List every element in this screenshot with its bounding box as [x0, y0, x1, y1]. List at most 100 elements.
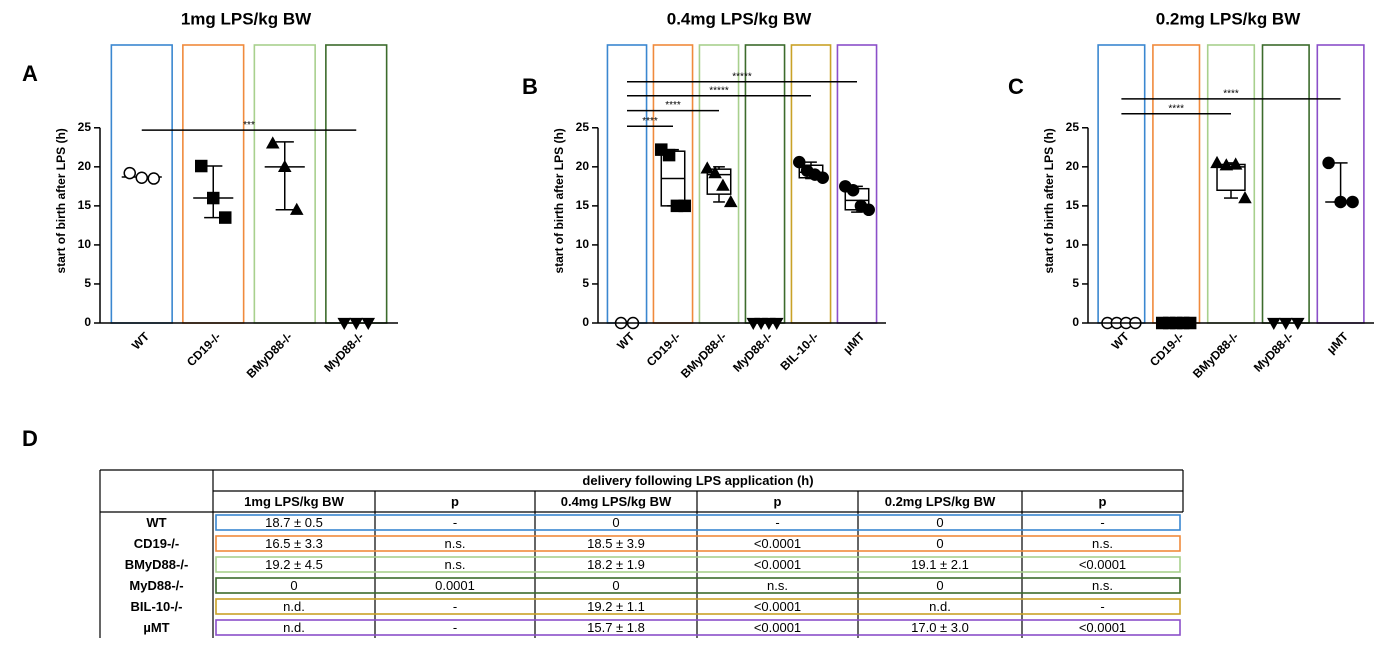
point: [662, 148, 676, 162]
point: [1210, 155, 1224, 169]
point: [195, 159, 208, 173]
table-cell: n.s.: [767, 578, 788, 593]
y-tick-label: 5: [582, 276, 589, 290]
table-cell: 19.2 ± 1.1: [587, 599, 645, 614]
y-tick-label: 20: [78, 159, 92, 173]
table-cell: 0: [612, 578, 619, 593]
panel-label: A: [22, 61, 38, 86]
row-label: BIL-10-/-: [131, 599, 183, 614]
table-cell: 19.2 ± 4.5: [265, 557, 323, 572]
table-cell: n.d.: [283, 620, 305, 635]
point: [265, 136, 280, 149]
x-tick-label: WT: [614, 329, 638, 353]
y-tick-label: 25: [1066, 120, 1080, 134]
point: [816, 171, 829, 185]
x-tick-label: BIL-10-/-: [778, 329, 822, 373]
table-cell: 0: [290, 578, 297, 593]
table-cell: -: [453, 599, 457, 614]
point: [147, 172, 160, 185]
table-cell: 18.7 ± 0.5: [265, 515, 323, 530]
point: [716, 178, 730, 191]
significance-label: *****: [709, 85, 729, 96]
chart-title: 0.4mg LPS/kg BW: [667, 9, 812, 28]
table-cell: n.s.: [445, 536, 466, 551]
x-tick-label: MyD88-/-: [730, 329, 775, 374]
column-header: 1mg LPS/kg BW: [244, 494, 344, 509]
point: [1238, 191, 1252, 204]
point: [700, 161, 715, 174]
y-tick-label: 25: [78, 120, 92, 134]
table-cell: 16.5 ± 3.3: [265, 536, 323, 551]
table-cell: 15.7 ± 1.8: [587, 620, 645, 635]
point: [289, 202, 304, 215]
y-tick-label: 25: [576, 120, 590, 134]
y-tick-label: 15: [1066, 198, 1080, 212]
group-frame: [1261, 44, 1310, 324]
column-header: p: [451, 494, 459, 509]
table-title: delivery following LPS application (h): [582, 473, 813, 488]
group-frame: [1097, 44, 1146, 324]
y-axis-label: start of birth after LPS (h): [1042, 128, 1056, 273]
point: [793, 155, 806, 169]
point: [1228, 157, 1243, 170]
table-cell: 18.5 ± 3.9: [587, 536, 645, 551]
row-frame: [215, 556, 1181, 573]
y-tick-label: 15: [576, 198, 590, 212]
y-axis-label: start of birth after LPS (h): [54, 128, 68, 273]
y-tick-label: 20: [1066, 159, 1080, 173]
point: [1346, 195, 1359, 209]
row-frame: [215, 577, 1181, 594]
row-label: µMT: [143, 620, 169, 635]
y-tick-label: 10: [1066, 237, 1080, 251]
x-tick-label: µMT: [1324, 329, 1352, 357]
significance-label: ****: [1168, 103, 1184, 114]
panel-label: C: [1008, 74, 1024, 99]
group-frame: [325, 44, 388, 324]
chart-title: 0.2mg LPS/kg BW: [1156, 9, 1301, 28]
group-frame: [606, 44, 648, 324]
row-frame: [215, 535, 1181, 552]
y-tick-label: 15: [78, 198, 92, 212]
table-cell: 0: [936, 578, 943, 593]
panel-label: D: [22, 426, 38, 451]
group-frame: [1152, 44, 1201, 324]
point: [723, 194, 738, 208]
table-cell: 0: [936, 536, 943, 551]
x-tick-label: WT: [129, 329, 153, 353]
table-cell: 0.0001: [435, 578, 475, 593]
point: [123, 166, 136, 180]
y-axis-label: start of birth after LPS (h): [552, 128, 566, 273]
table-cell: -: [775, 515, 779, 530]
row-frame: [215, 619, 1181, 636]
y-tick-label: 5: [1072, 276, 1079, 290]
y-tick-label: 20: [576, 159, 590, 173]
significance-label: ****: [642, 116, 658, 127]
table-cell: n.s.: [445, 557, 466, 572]
column-header: p: [774, 494, 782, 509]
table-cell: <0.0001: [754, 620, 801, 635]
x-tick-label: BMyD88-/-: [1190, 329, 1241, 380]
row-label: BMyD88-/-: [125, 557, 189, 572]
point: [678, 199, 691, 213]
row-frame: [215, 514, 1181, 531]
x-tick-label: CD19-/-: [644, 329, 684, 369]
point: [708, 166, 722, 179]
row-label: WT: [146, 515, 166, 530]
table-cell: 18.2 ± 1.9: [587, 557, 645, 572]
x-tick-label: MyD88-/-: [1251, 329, 1296, 374]
y-tick-label: 0: [582, 315, 589, 329]
point: [219, 211, 232, 224]
table-cell: -: [1100, 599, 1104, 614]
point: [1334, 195, 1347, 209]
point: [862, 203, 875, 217]
table-cell: -: [1100, 515, 1104, 530]
table-cell: 0: [936, 515, 943, 530]
table-cell: n.s.: [1092, 578, 1113, 593]
point: [846, 183, 860, 197]
x-tick-label: WT: [1109, 329, 1133, 353]
table-cell: 0: [612, 515, 619, 530]
x-tick-label: CD19-/-: [184, 329, 224, 369]
table-cell: -: [453, 515, 457, 530]
chart-title: 1mg LPS/kg BW: [181, 9, 312, 28]
